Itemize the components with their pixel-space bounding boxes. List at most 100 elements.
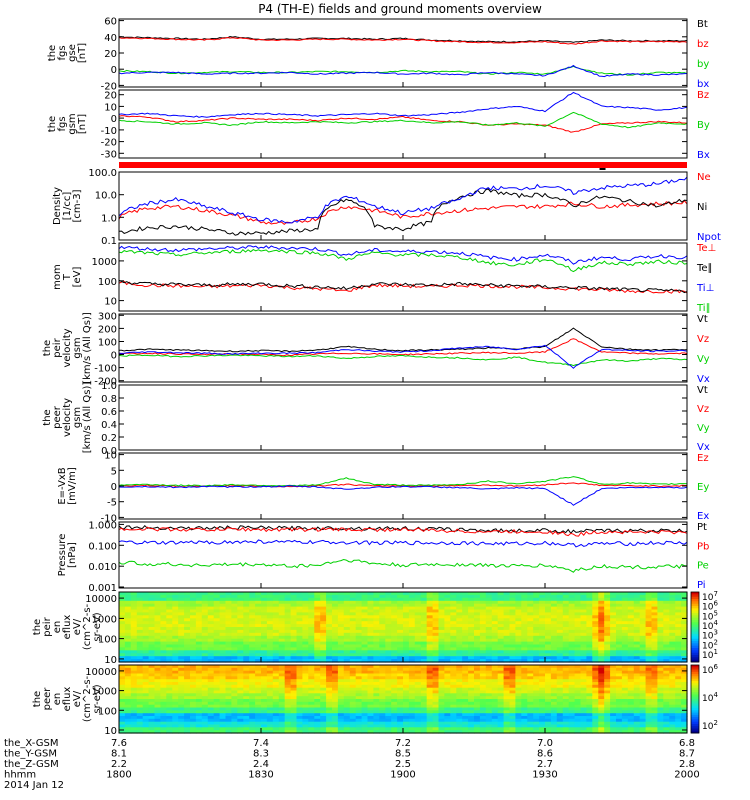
heatmap-cell [627, 621, 635, 625]
heatmap-cell [361, 592, 369, 596]
heatmap-cell [420, 679, 428, 683]
heatmap-cell [219, 612, 227, 616]
heatmap-cell [408, 710, 416, 714]
heatmap-cell [332, 612, 339, 616]
heatmap-cell [485, 624, 493, 628]
heatmap-cell [592, 635, 599, 640]
heatmap-cell [154, 673, 161, 677]
heatmap-cell [385, 647, 392, 651]
legend-entry: Te∥ [696, 263, 713, 274]
heatmap-cell [521, 594, 528, 599]
heatmap-cell [184, 621, 191, 625]
heatmap-cell [237, 659, 244, 663]
heatmap-cell [645, 690, 653, 694]
heatmap-cell [119, 684, 126, 689]
heatmap-cell [420, 721, 428, 726]
heatmap-cell [326, 707, 333, 711]
heatmap-cell [586, 724, 593, 728]
y-tick-label: 5 [111, 466, 117, 477]
heatmap-cell [190, 624, 197, 628]
heatmap-cell [136, 724, 144, 728]
heatmap-cell [231, 638, 238, 643]
heatmap-cell [568, 730, 576, 734]
heatmap-cell [142, 724, 150, 728]
heatmap-cell [657, 710, 664, 714]
heatmap-cell [639, 635, 647, 640]
heatmap-cell [426, 701, 434, 706]
heatmap-cell [290, 653, 298, 657]
heatmap-cell [580, 679, 587, 683]
heatmap-cell [574, 687, 582, 692]
heatmap-cell [545, 600, 552, 605]
heatmap-cell [533, 713, 540, 717]
panel-frame [118, 242, 688, 312]
heatmap-cell [148, 638, 156, 643]
y-tick-label: 0.6 [101, 407, 117, 418]
heatmap-cell [479, 665, 487, 669]
heatmap-cell [408, 609, 416, 613]
heatmap-cell [621, 632, 629, 637]
heatmap-cell [231, 710, 238, 714]
heatmap-cell [598, 676, 605, 680]
heatmap-cell [349, 592, 357, 596]
heatmap-cell [432, 724, 440, 728]
heatmap-cell [243, 670, 250, 675]
heatmap-cell [136, 656, 144, 660]
heatmap-cell [136, 682, 144, 686]
heatmap-cell [586, 684, 593, 689]
heatmap-cell [160, 609, 167, 613]
heatmap-cell [616, 597, 623, 602]
heatmap-cell [367, 718, 374, 723]
heatmap-cell [190, 687, 197, 692]
heatmap-cell [456, 650, 463, 654]
heatmap-cell [474, 624, 481, 628]
heatmap-cell [657, 682, 664, 686]
heatmap-cell [160, 638, 167, 643]
heatmap-cell [284, 594, 292, 599]
heatmap-cell [225, 716, 232, 720]
heatmap-cell [633, 615, 641, 619]
heatmap-cell [574, 644, 582, 648]
heatmap-cell [361, 665, 369, 669]
heatmap-cell [314, 659, 321, 663]
heatmap-cell [580, 701, 587, 706]
heatmap-cell [379, 618, 386, 622]
heatmap-cell [675, 644, 682, 648]
heatmap-cell [604, 713, 611, 717]
heatmap-cell [527, 707, 534, 711]
heatmap-cell [255, 609, 262, 613]
colorbar-cell [691, 645, 699, 649]
heatmap-cell [509, 724, 516, 728]
heatmap-cell [231, 629, 238, 634]
heatmap-cell [503, 641, 511, 646]
heatmap-cell [515, 679, 522, 683]
heatmap-cell [166, 635, 173, 640]
heatmap-cell [172, 597, 179, 602]
heatmap-cell [651, 687, 658, 692]
heatmap-cell [255, 673, 262, 677]
heatmap-cell [639, 638, 647, 643]
heatmap-cell [545, 597, 552, 602]
heatmap-cell [160, 713, 167, 717]
heatmap-cell [562, 615, 570, 619]
heatmap-cell [621, 701, 629, 706]
heatmap-cell [651, 624, 658, 628]
heatmap-cell [450, 627, 457, 631]
heatmap-cell [148, 603, 156, 608]
heatmap-cell [320, 635, 327, 640]
heatmap-cell [148, 718, 156, 723]
heatmap-cell [314, 592, 321, 596]
heatmap-cell [284, 718, 292, 723]
heatmap-cell [326, 684, 333, 689]
heatmap-cell [562, 600, 570, 605]
heatmap-cell [657, 650, 664, 654]
heatmap-cell [627, 701, 635, 706]
heatmap-cell [633, 603, 641, 608]
heatmap-cell [432, 618, 440, 622]
heatmap-cell [450, 707, 457, 711]
heatmap-cell [479, 603, 487, 608]
heatmap-cell [184, 699, 191, 703]
heatmap-cell [669, 727, 676, 731]
heatmap-cell [456, 713, 463, 717]
